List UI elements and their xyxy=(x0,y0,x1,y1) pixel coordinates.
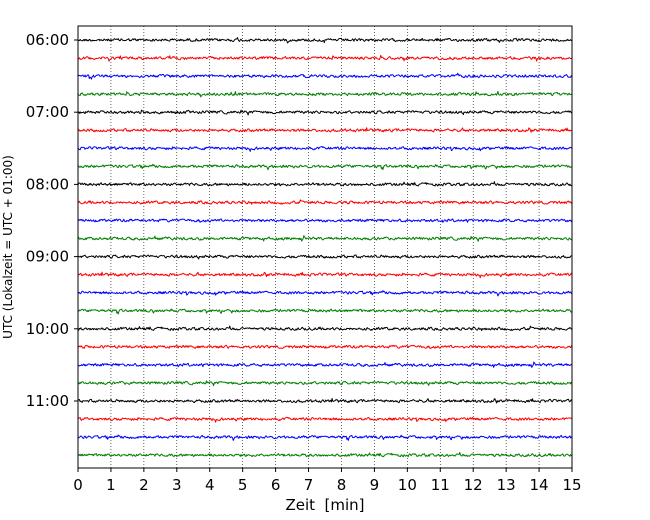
trace-1145 xyxy=(77,451,573,458)
trace-0800 xyxy=(77,181,573,187)
trace-0615 xyxy=(77,54,573,62)
x-tick-label: 11 xyxy=(431,476,450,494)
x-tick-label: 1 xyxy=(106,476,116,494)
x-tick-label: 8 xyxy=(337,476,347,494)
plot-background xyxy=(78,26,572,468)
trace-0830 xyxy=(77,218,573,223)
x-tick-label: 0 xyxy=(73,476,83,494)
plot-frame xyxy=(77,25,573,469)
x-axis-ticks: 0 1 2 3 4 5 6 7 8 9 10 11 12 13 14 15 xyxy=(73,468,582,494)
x-axis-title: Zeit [min] xyxy=(285,496,364,514)
y-axis-ticks: 06:00 07:00 08:00 09:00 10:00 11:00 xyxy=(26,31,78,410)
y-tick-label: 10:00 xyxy=(26,320,69,338)
trace-1030 xyxy=(77,361,573,368)
trace-1045 xyxy=(77,380,573,387)
trace-0915 xyxy=(77,271,573,279)
y-tick-label: 06:00 xyxy=(26,31,69,49)
x-tick-label: 5 xyxy=(238,476,248,494)
x-tick-label: 6 xyxy=(271,476,281,494)
x-tick-label: 14 xyxy=(530,476,549,494)
y-tick-label: 09:00 xyxy=(26,248,69,266)
trace-1115 xyxy=(77,416,573,423)
trace-0630 xyxy=(77,72,573,80)
x-tick-label: 7 xyxy=(304,476,314,494)
y-tick-label: 11:00 xyxy=(26,392,69,410)
x-tick-label: 9 xyxy=(370,476,380,494)
y-tick-label: 08:00 xyxy=(26,175,69,193)
y-axis-title: UTC (Lokalzeit = UTC + 01:00) xyxy=(1,155,15,339)
trace-0730 xyxy=(77,146,573,152)
trace-0930 xyxy=(77,290,573,297)
trace-0745 xyxy=(77,163,573,171)
seismogram-traces xyxy=(77,37,573,458)
x-tick-label: 3 xyxy=(172,476,182,494)
trace-0845 xyxy=(77,235,573,242)
x-tick-label: 15 xyxy=(562,476,581,494)
trace-1100 xyxy=(77,397,573,404)
trace-0945 xyxy=(77,308,573,315)
trace-1015 xyxy=(77,344,573,350)
trace-0600 xyxy=(77,37,573,44)
x-tick-label: 4 xyxy=(205,476,215,494)
trace-0645 xyxy=(77,90,573,98)
trace-0900 xyxy=(77,254,573,260)
x-tick-label: 12 xyxy=(464,476,483,494)
trace-0715 xyxy=(77,127,573,133)
x-tick-label: 13 xyxy=(497,476,516,494)
trace-1130 xyxy=(77,434,573,441)
trace-0700 xyxy=(77,109,573,116)
trace-0815 xyxy=(77,199,573,205)
x-tick-label: 10 xyxy=(398,476,417,494)
x-tick-label: 2 xyxy=(139,476,149,494)
y-tick-label: 07:00 xyxy=(26,103,69,121)
trace-1000 xyxy=(77,325,573,332)
